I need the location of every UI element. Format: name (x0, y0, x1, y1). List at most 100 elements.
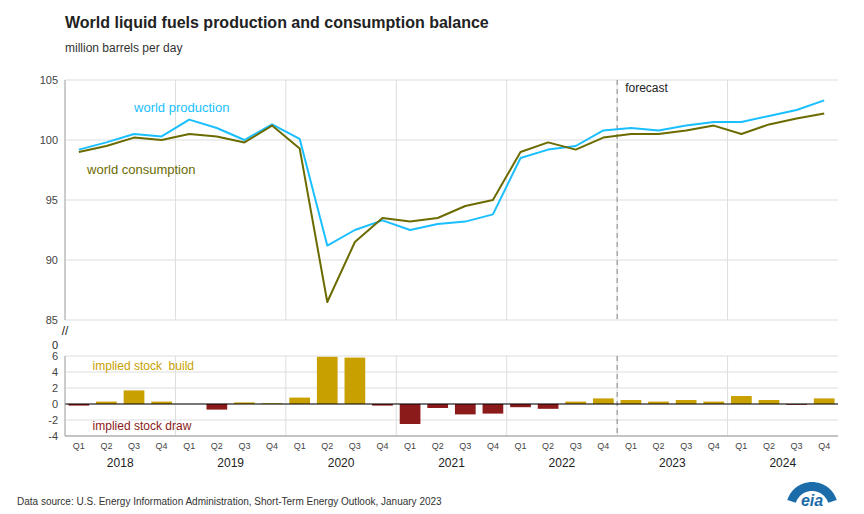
top-panel: 85 90 95 100 105 forecast world production worl… (40, 74, 838, 326)
line (79, 100, 824, 245)
bar (731, 396, 752, 404)
grid (65, 356, 838, 436)
bar (400, 404, 421, 424)
lines (79, 100, 824, 302)
y-axis (65, 80, 66, 320)
year-label: 2020 (328, 456, 355, 470)
x-tick-label: Q1 (735, 441, 747, 451)
source: Data source: U.S. Energy Information Adm… (17, 496, 442, 507)
x-tick-label: Q3 (570, 441, 582, 451)
x-tick-label: Q2 (100, 441, 112, 451)
y-tick-label: 2 (52, 382, 58, 394)
year-label: 2019 (217, 456, 244, 470)
grid-line (65, 140, 838, 141)
x-tick-label: Q3 (238, 441, 250, 451)
chart: World liquid fuels production and consum… (0, 0, 864, 514)
bar (345, 358, 366, 404)
chart-container: World liquid fuels production and consum… (0, 0, 864, 514)
y-axis-label: million barrels per day (65, 41, 182, 55)
y-tick-label: 105 (40, 74, 58, 86)
grid-line (65, 260, 838, 261)
x-tick-label: Q2 (211, 441, 223, 451)
year-label: 2024 (769, 456, 796, 470)
bar (621, 400, 642, 404)
year-separator (727, 80, 728, 320)
x-tick-label: Q3 (791, 441, 803, 451)
year-separator (175, 80, 176, 320)
y-tick-label: 6 (52, 350, 58, 362)
grid-line (65, 200, 838, 201)
x-tick-label: Q1 (294, 441, 306, 451)
bar (317, 357, 338, 404)
x-tick-label: Q2 (432, 441, 444, 451)
x-tick-label: Q1 (183, 441, 195, 451)
x-tick-label: Q4 (376, 441, 388, 451)
bar (427, 404, 448, 408)
x-tick-label: Q4 (708, 441, 720, 451)
bar-label: implied stock draw (93, 419, 192, 433)
grid-line (65, 320, 838, 321)
line (79, 114, 824, 302)
x-tick-label: Q2 (653, 441, 665, 451)
zero-line (65, 404, 838, 405)
year-separator (617, 80, 618, 320)
x-tick-label: Q4 (156, 441, 168, 451)
year-separator (285, 356, 286, 436)
year-separator (396, 80, 397, 320)
year-separator (506, 80, 507, 320)
y-tick-label: 95 (46, 194, 58, 206)
x-tick-label: Q1 (404, 441, 416, 451)
bar (538, 404, 559, 409)
bar (676, 400, 697, 404)
bars (68, 357, 834, 424)
x-tick-label: Q3 (349, 441, 361, 451)
x-tick-label: Q1 (73, 441, 85, 451)
bar (289, 398, 310, 404)
y-tick-label: 90 (46, 254, 58, 266)
grid-line (65, 80, 838, 81)
x-tick-label: Q3 (128, 441, 140, 451)
grid-line (65, 436, 838, 437)
y-tick-label: 85 (46, 314, 58, 326)
grid-line (65, 404, 838, 405)
bar (593, 398, 614, 404)
forecast-line (617, 80, 618, 320)
series-label: world production (133, 100, 229, 115)
x-tick-label: Q3 (680, 441, 692, 451)
axis-break: // (62, 324, 69, 338)
x-tick-label: Q4 (818, 441, 830, 451)
x-tick-label: Q4 (487, 441, 499, 451)
year-separator (727, 356, 728, 436)
bar (206, 404, 227, 410)
x-tick-label: Q2 (542, 441, 554, 451)
bar (124, 390, 145, 404)
y-tick-label: 100 (40, 134, 58, 146)
forecast-label: forecast (625, 81, 668, 95)
grid-line (65, 388, 838, 389)
year-label: 2021 (438, 456, 465, 470)
grid (65, 80, 838, 320)
y-tick-label: -2 (48, 414, 58, 426)
year-separator (285, 80, 286, 320)
logo: eia (787, 482, 836, 509)
title: World liquid fuels production and consum… (65, 14, 489, 31)
y-tick-label: 0 (52, 398, 58, 410)
x-tick-label: Q2 (321, 441, 333, 451)
year-label: 2018 (107, 456, 134, 470)
year-separator (506, 356, 507, 436)
forecast-line (617, 356, 618, 436)
x-tick-label: Q3 (459, 441, 471, 451)
x-tick-label: Q4 (597, 441, 609, 451)
bottom-panel: -4-20246implied stock buildimplied stock… (48, 350, 838, 470)
bar (455, 404, 476, 414)
year-separator (617, 356, 618, 436)
bar (759, 400, 780, 404)
x-tick-label: Q2 (763, 441, 775, 451)
x-tick-label: Q1 (625, 441, 637, 451)
series-label: world consumption (86, 162, 195, 177)
y-axis (65, 356, 66, 436)
y-tick-label: -4 (48, 430, 58, 442)
x-axis (65, 436, 838, 437)
bar-label: implied stock build (93, 359, 194, 373)
x-tick-label: Q4 (266, 441, 278, 451)
